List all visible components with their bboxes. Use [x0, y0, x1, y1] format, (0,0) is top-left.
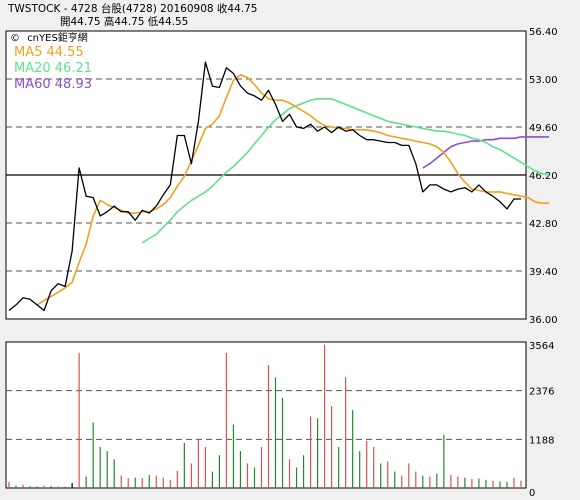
brand-text: cnYES鉅亨網	[27, 31, 88, 44]
volume-gridlines	[6, 390, 526, 440]
price-gridlines	[6, 78, 526, 272]
legend-ma20: MA20 46.21	[14, 61, 92, 76]
brand-label: © cnYES鉅亨網	[10, 31, 88, 44]
volume-panel-frame	[5, 341, 527, 489]
legend-ma60: MA60 48.93	[14, 77, 92, 92]
volume-bars	[8, 344, 522, 488]
volume-tick-label: 3564	[529, 341, 554, 352]
volume-panel: 3564 2376 1188 0	[5, 341, 554, 499]
price-tick-label: 42.80	[529, 219, 558, 230]
volume-tick-label: 1188	[529, 435, 554, 446]
price-tick-label: 49.60	[529, 123, 558, 134]
volume-tick-label: 2376	[529, 387, 554, 398]
price-line	[8, 61, 521, 312]
price-tick-label: 46.20	[529, 171, 558, 182]
legend: © cnYES鉅亨網 MA5 44.55 MA20 46.21 MA60 48.…	[10, 31, 92, 92]
ma20-line	[141, 98, 550, 244]
price-axis: 56.40 53.00 49.60 46.20 42.80 39.40 36.00	[529, 27, 558, 326]
price-tick-label: 39.40	[529, 267, 558, 278]
copyright-icon: ©	[10, 33, 20, 44]
price-tick-label: 56.40	[529, 27, 558, 38]
price-series-lines	[8, 61, 550, 312]
legend-ma5: MA5 44.55	[14, 45, 84, 60]
price-panel: 56.40 53.00 49.60 46.20 42.80 39.40 36.00	[5, 27, 558, 326]
header-line-1: TWSTOCK - 4728 台股(4728) 20160908 收44.75	[7, 2, 257, 15]
volume-axis: 3564 2376 1188 0	[529, 341, 554, 499]
volume-tick-label: 0	[529, 488, 535, 499]
price-tick-label: 53.00	[529, 75, 558, 86]
price-tick-label: 36.00	[529, 315, 558, 326]
header-line-2: 開44.75 高44.75 低44.55	[60, 15, 188, 28]
ma5-line	[36, 74, 550, 306]
